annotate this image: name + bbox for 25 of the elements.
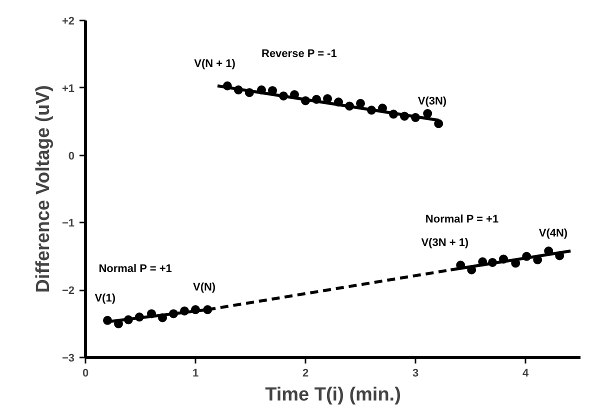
x-tick-label: 4 (522, 368, 530, 380)
point (423, 109, 432, 118)
x-tick-label: 1 (192, 368, 199, 380)
point (356, 98, 365, 108)
y-tick-label: −1 (62, 218, 75, 230)
annotation: V(3N) (418, 96, 447, 108)
annotation: V(1) (94, 292, 116, 304)
point (434, 119, 444, 128)
y-axis-title: Difference Voltage (uV) (32, 85, 54, 293)
x-tick-label: 3 (412, 368, 419, 380)
annotation: V(N) (192, 282, 216, 294)
y-tick-label: −3 (62, 352, 75, 364)
y-tick-label: 0 (68, 150, 75, 162)
x-tick-label: 2 (302, 368, 309, 380)
y-tick-label: +1 (62, 82, 75, 95)
x-axis-title: Time T(i) (min.) (265, 384, 401, 406)
annotation: V(3N + 1) (421, 237, 469, 250)
annotation: Normal P = +1 (425, 213, 499, 226)
annotation: Normal P = +1 (98, 263, 172, 276)
x-tick-label: 0 (82, 368, 89, 380)
annotation: V(4N) (538, 228, 568, 240)
y-tick-label: +2 (62, 16, 75, 28)
annotation: Reverse P = -1 (262, 48, 337, 60)
annotation: V(N + 1) (194, 58, 236, 70)
y-tick-label: −2 (62, 285, 75, 298)
